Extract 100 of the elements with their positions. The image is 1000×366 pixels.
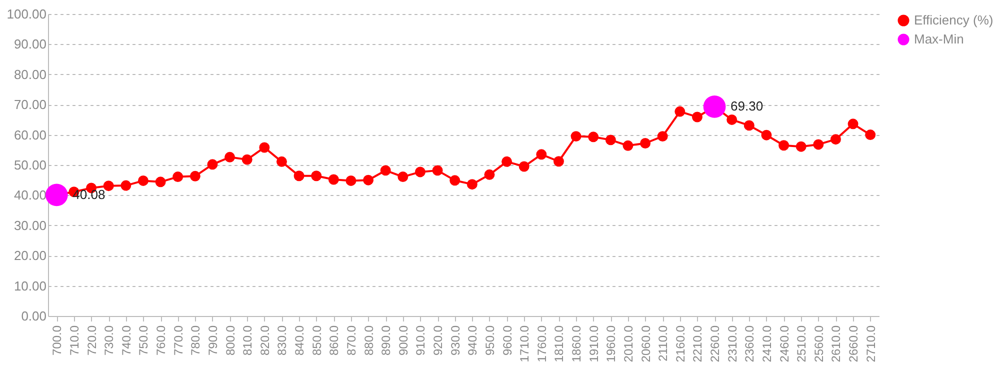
- x-tick-label: 940.0: [466, 325, 480, 356]
- x-tick-label: 910.0: [414, 325, 428, 356]
- x-tick-label: 950.0: [482, 325, 497, 356]
- point: [380, 165, 391, 176]
- x-tick-label: 920.0: [431, 325, 446, 356]
- x-tick-label: 710.0: [67, 325, 82, 356]
- x-tick-label: 2060.0: [638, 325, 653, 362]
- point: [703, 96, 726, 118]
- point: [138, 175, 148, 186]
- point: [155, 176, 166, 188]
- x-tick-label: 2710.0: [864, 325, 878, 362]
- point: [778, 140, 790, 151]
- x-tick-label: 740.0: [119, 325, 134, 356]
- point: [346, 175, 356, 186]
- point: [726, 114, 738, 125]
- point: [276, 156, 287, 167]
- x-tick-label: 2160.0: [673, 325, 688, 362]
- point: [605, 134, 616, 146]
- x-tick-label: 960.0: [500, 325, 514, 356]
- x-tick-label: 1910.0: [586, 325, 601, 362]
- point: [744, 120, 754, 131]
- point: [570, 131, 582, 142]
- x-tick-label: 870.0: [344, 325, 358, 356]
- point: [172, 172, 184, 182]
- point: [848, 118, 858, 130]
- point: [224, 152, 236, 162]
- point: [328, 174, 339, 185]
- point: [120, 180, 132, 191]
- x-tick-label: 2510.0: [794, 325, 809, 362]
- point: [761, 130, 772, 140]
- point: [502, 156, 512, 167]
- y-tick-label: 100.00: [6, 6, 46, 22]
- x-tick-label: 2260.0: [708, 325, 722, 362]
- point: [190, 170, 200, 182]
- x-tick-label: 1710.0: [518, 325, 532, 362]
- x-tick-label: 2460.0: [777, 325, 792, 362]
- point: [813, 139, 824, 150]
- point: [259, 142, 270, 153]
- x-tick-label: 800.0: [223, 325, 238, 356]
- x-tick-label: 750.0: [136, 325, 151, 356]
- x-tick-label: 2410.0: [760, 325, 774, 362]
- point: [432, 165, 443, 176]
- x-tick-label: 730.0: [102, 325, 116, 356]
- x-tick-label: 2310.0: [725, 325, 740, 362]
- point: [103, 180, 114, 192]
- x-tick-label: 2610.0: [829, 325, 844, 362]
- x-tick-label: 780.0: [188, 325, 203, 356]
- point: [398, 172, 408, 182]
- x-tick-label: 1860.0: [570, 325, 584, 362]
- point: [45, 184, 68, 206]
- x-tick-label: 2110.0: [656, 325, 670, 362]
- x-tick-label: 900.0: [396, 325, 410, 356]
- x-tick-label: 2660.0: [846, 325, 861, 362]
- x-tick-label: 810.0: [240, 325, 255, 356]
- point: [674, 106, 686, 117]
- x-tick-label: 2210.0: [690, 325, 705, 362]
- point: [294, 170, 304, 182]
- x-tick-label: 790.0: [206, 325, 220, 356]
- point: [311, 170, 322, 182]
- legend-label: Efficiency (%): [914, 12, 994, 28]
- legend-label: Max-Min: [914, 32, 964, 46]
- point: [553, 156, 564, 167]
- x-tick-label: 1960.0: [604, 325, 618, 362]
- y-tick-label: 10.00: [14, 278, 46, 294]
- data-label: 40.08: [72, 186, 106, 202]
- x-tick-label: 890.0: [379, 325, 394, 356]
- x-tick-label: 1760.0: [534, 325, 549, 362]
- point: [796, 141, 806, 152]
- x-tick-label: 880.0: [362, 325, 376, 356]
- point: [518, 161, 530, 172]
- point: [640, 138, 651, 148]
- point: [588, 132, 599, 142]
- point: [536, 149, 547, 160]
- x-tick-label: 720.0: [84, 325, 99, 356]
- x-tick-label: 930.0: [448, 325, 462, 356]
- y-tick-label: 20.00: [14, 248, 46, 264]
- point: [363, 174, 374, 186]
- x-tick-label: 770.0: [171, 325, 186, 356]
- x-tick-label: 860.0: [327, 325, 342, 356]
- y-tick-label: 60.00: [14, 127, 46, 142]
- y-tick-label: 30.00: [14, 218, 46, 233]
- x-tick-label: 1810.0: [552, 325, 566, 362]
- point: [692, 112, 702, 122]
- x-tick-label: 850.0: [310, 325, 324, 356]
- y-tick-label: 40.00: [14, 188, 46, 203]
- point: [622, 140, 634, 151]
- x-tick-label: 2010.0: [621, 325, 636, 362]
- x-tick-label: 830.0: [275, 325, 290, 356]
- y-tick-label: 90.00: [14, 36, 46, 52]
- point: [484, 169, 495, 180]
- point: [414, 166, 426, 178]
- point: [466, 179, 478, 190]
- y-tick-label: 50.00: [14, 158, 46, 172]
- x-tick-label: 2560.0: [812, 325, 826, 362]
- y-tick-label: 80.00: [14, 66, 46, 82]
- x-tick-label: 820.0: [258, 325, 272, 356]
- x-tick-label: 2360.0: [742, 325, 757, 362]
- x-tick-label: 760.0: [154, 325, 168, 356]
- point: [865, 130, 876, 140]
- data-label: 69.30: [730, 98, 764, 114]
